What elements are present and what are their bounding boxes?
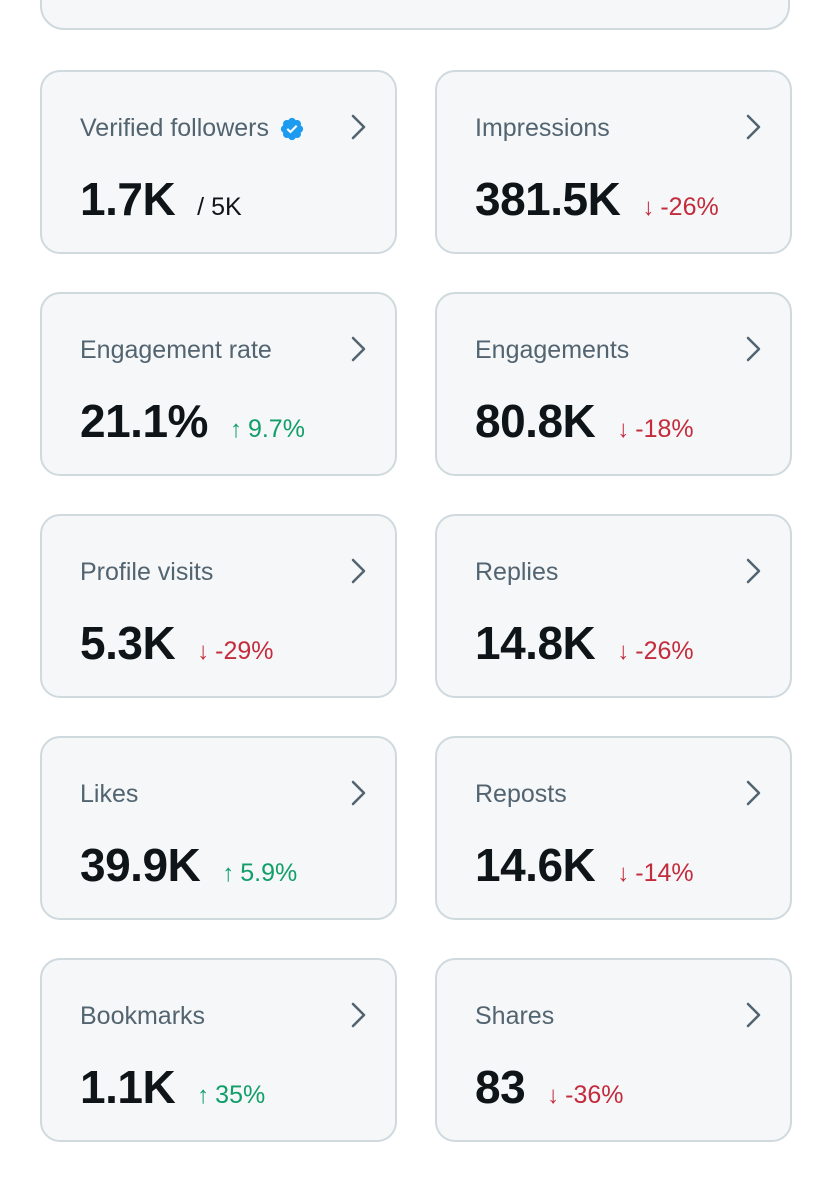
metric-label-wrapper: Verified followers: [80, 114, 305, 143]
metric-label: Engagements: [475, 336, 630, 364]
metric-label-wrapper: Profile visits: [80, 558, 213, 587]
metric-value: 21.1%: [80, 395, 208, 447]
metric-delta-value: -18%: [635, 415, 694, 443]
metric-value: 5.3K: [80, 617, 176, 669]
metric-label-wrapper: Engagements: [475, 336, 629, 365]
chevron-right-icon: [746, 558, 761, 584]
metric-delta: ↑ 9.7%: [230, 415, 305, 444]
metric-delta-value: 5.9%: [240, 859, 298, 887]
metric-label: Bookmarks: [80, 1002, 206, 1030]
chevron-right-icon: [351, 558, 366, 584]
metric-label-wrapper: Bookmarks: [80, 1002, 205, 1031]
metric-delta: ↓ -36%: [547, 1081, 623, 1110]
metric-value-row: 21.1% ↑ 9.7%: [80, 394, 305, 448]
arrow-down-icon: ↓: [642, 194, 655, 221]
metric-delta: ↓ -29%: [197, 637, 273, 666]
chevron-right-icon: [351, 114, 366, 140]
arrow-up-icon: ↑: [229, 416, 242, 443]
metric-label: Impressions: [475, 114, 610, 142]
metric-label-wrapper: Replies: [475, 558, 558, 587]
metric-value-row: 14.8K ↓ -26%: [475, 616, 694, 670]
metric-delta-value: -26%: [660, 193, 719, 221]
metric-card-likes[interactable]: Likes 39.9K ↑ 5.9%: [40, 736, 397, 920]
arrow-up-icon: ↑: [197, 1082, 210, 1109]
metric-label-wrapper: Likes: [80, 780, 138, 809]
chevron-right-icon: [746, 336, 761, 362]
metric-delta-value: -26%: [635, 637, 694, 665]
metric-label: Profile visits: [80, 558, 214, 586]
metric-label-wrapper: Shares: [475, 1002, 554, 1031]
metric-delta-value: -14%: [635, 859, 694, 887]
metric-label-wrapper: Reposts: [475, 780, 567, 809]
metric-label-wrapper: Impressions: [475, 114, 610, 143]
metric-value-row: 80.8K ↓ -18%: [475, 394, 694, 448]
arrow-down-icon: ↓: [547, 1082, 560, 1109]
metric-delta: ↓ -26%: [617, 637, 693, 666]
arrow-down-icon: ↓: [617, 416, 630, 443]
metric-label: Likes: [80, 780, 139, 808]
metric-card-verified-followers[interactable]: Verified followers 1.7K / 5K: [40, 70, 397, 254]
metric-value: 83: [475, 1061, 526, 1113]
metric-label: Engagement rate: [80, 336, 272, 364]
arrow-down-icon: ↓: [197, 638, 210, 665]
metric-value: 39.9K: [80, 839, 201, 891]
metric-delta: ↓ -26%: [642, 193, 718, 222]
metric-delta: ↑ 5.9%: [222, 859, 297, 888]
metric-suffix: / 5K: [197, 193, 242, 221]
metric-delta: ↓ -18%: [617, 415, 693, 444]
metric-label: Reposts: [475, 780, 567, 808]
metric-value: 14.6K: [475, 839, 596, 891]
metric-value-row: 83 ↓ -36%: [475, 1060, 624, 1114]
arrow-down-icon: ↓: [617, 638, 630, 665]
arrow-up-icon: ↑: [222, 860, 235, 887]
metric-value: 381.5K: [475, 173, 621, 225]
chevron-right-icon: [351, 780, 366, 806]
verified-badge-icon: [280, 117, 304, 140]
chevron-right-icon: [746, 114, 761, 140]
metric-label: Shares: [475, 1002, 555, 1030]
metric-label-wrapper: Engagement rate: [80, 336, 272, 365]
chevron-right-icon: [746, 1002, 761, 1028]
metric-value-row: 381.5K ↓ -26%: [475, 172, 719, 226]
chevron-right-icon: [746, 780, 761, 806]
metric-card-profile-visits[interactable]: Profile visits 5.3K ↓ -29%: [40, 514, 397, 698]
metric-card-engagements[interactable]: Engagements 80.8K ↓ -18%: [435, 292, 792, 476]
previous-card-partial: [40, 0, 790, 30]
metric-card-reposts[interactable]: Reposts 14.6K ↓ -14%: [435, 736, 792, 920]
metric-delta: ↓ -14%: [617, 859, 693, 888]
metric-label: Verified followers: [80, 114, 269, 142]
metric-card-shares[interactable]: Shares 83 ↓ -36%: [435, 958, 792, 1142]
metric-delta-value: 35%: [215, 1081, 266, 1109]
arrow-down-icon: ↓: [617, 860, 630, 887]
metric-value: 1.7K: [80, 173, 176, 225]
metric-value-row: 1.1K ↑ 35%: [80, 1060, 265, 1114]
metric-card-engagement-rate[interactable]: Engagement rate 21.1% ↑ 9.7%: [40, 292, 397, 476]
metric-value-row: 1.7K / 5K: [80, 172, 242, 226]
metric-delta: ↑ 35%: [197, 1081, 265, 1110]
metric-card-bookmarks[interactable]: Bookmarks 1.1K ↑ 35%: [40, 958, 397, 1142]
chevron-right-icon: [351, 1002, 366, 1028]
metric-value-row: 5.3K ↓ -29%: [80, 616, 274, 670]
metric-delta-value: 9.7%: [247, 415, 305, 443]
metric-card-impressions[interactable]: Impressions 381.5K ↓ -26%: [435, 70, 792, 254]
metric-card-replies[interactable]: Replies 14.8K ↓ -26%: [435, 514, 792, 698]
metric-value: 1.1K: [80, 1061, 176, 1113]
metric-value-row: 14.6K ↓ -14%: [475, 838, 694, 892]
metric-value: 14.8K: [475, 617, 596, 669]
chevron-right-icon: [351, 336, 366, 362]
metric-value-row: 39.9K ↑ 5.9%: [80, 838, 297, 892]
metric-delta-value: -36%: [565, 1081, 624, 1109]
metric-delta-value: -29%: [215, 637, 274, 665]
metric-label: Replies: [475, 558, 559, 586]
metric-value: 80.8K: [475, 395, 596, 447]
